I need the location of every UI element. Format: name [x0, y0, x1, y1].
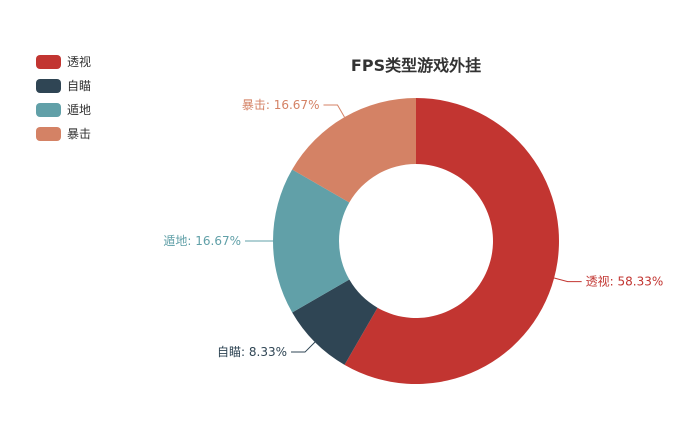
legend-label: 暴击: [67, 127, 91, 141]
legend-item-undermap[interactable]: 遁地: [36, 103, 91, 117]
slice-label-see-through: 透视: 58.33%: [586, 274, 664, 289]
legend-label: 透视: [67, 54, 91, 69]
slice-aimbot[interactable]: [292, 279, 378, 365]
slice-critical[interactable]: [292, 97, 416, 203]
chart-title: FPS类型游戏外挂: [351, 56, 481, 75]
slice-label-aimbot: 自瞄: 8.33%: [217, 345, 287, 359]
legend-swatch: [36, 79, 61, 93]
label-line-critical: [323, 104, 345, 118]
slice-see-through[interactable]: [344, 98, 559, 384]
slice-label-undermap: 遁地: 16.67%: [163, 234, 241, 248]
legend-label: 遁地: [67, 103, 91, 117]
donut-slices: [273, 97, 559, 384]
legend-label: 自瞄: [67, 79, 91, 93]
label-line-see-through: [554, 277, 582, 283]
label-line-aimbot: [291, 341, 316, 353]
legend-swatch: [36, 55, 61, 69]
legend-swatch: [36, 127, 61, 141]
slice-undermap[interactable]: [273, 169, 350, 313]
legend-item-critical[interactable]: 暴击: [36, 127, 91, 141]
legend-item-see-through[interactable]: 透视: [36, 54, 91, 69]
slice-labels: 透视: 58.33% 自瞄: 8.33% 遁地: 16.67% 暴击: 16.67%: [163, 98, 663, 359]
legend-swatch: [36, 103, 61, 117]
slice-label-critical: 暴击: 16.67%: [242, 98, 320, 112]
legend-item-aimbot[interactable]: 自瞄: [36, 79, 91, 93]
